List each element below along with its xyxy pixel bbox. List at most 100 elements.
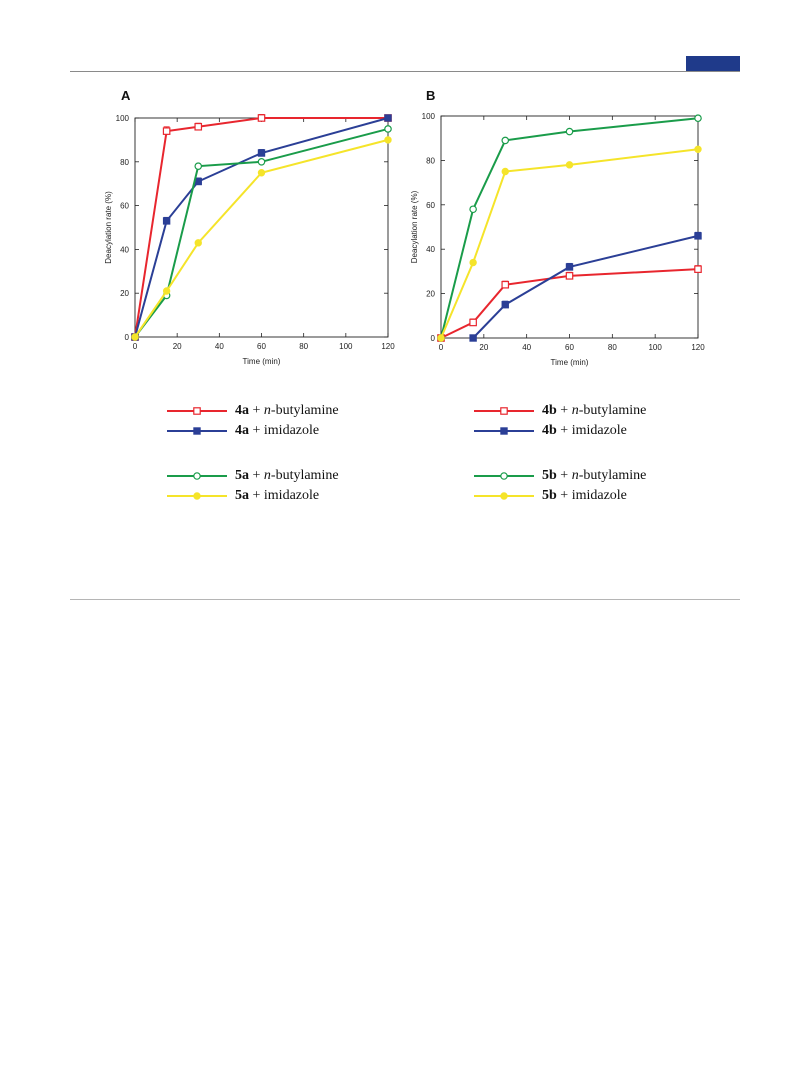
data-point (565, 161, 574, 169)
legend-label: 5b + imidazole (542, 488, 627, 504)
legend-reagent-prefix: + imidazole (249, 423, 320, 438)
data-point (437, 334, 445, 342)
legend-entry: 5a + n-butylamine (167, 468, 339, 484)
legend-reagent-prefix: + imidazole (249, 488, 320, 503)
legend-swatch (167, 405, 227, 417)
y-tick-label: 40 (120, 245, 129, 254)
series-5a-2 (131, 125, 392, 341)
legend-reagent-suffix: -butylamine (270, 403, 339, 418)
legend-reagent-italic: n (571, 468, 579, 483)
legend-reagent-suffix: -butylamine (578, 403, 647, 418)
y-axis-label: Deacylation rate (%) (410, 190, 419, 263)
legend-swatch (167, 425, 227, 437)
data-point (162, 287, 171, 295)
series-5a-3 (131, 136, 392, 341)
x-axis-label: Time (min) (551, 358, 589, 367)
data-point (194, 239, 202, 247)
legend-compound: 5a (235, 488, 249, 503)
legend-compound: 4a (235, 423, 249, 438)
data-point (384, 136, 392, 144)
legend-compound: 4b (542, 403, 557, 418)
legend-swatch (167, 490, 227, 502)
legend-marker (500, 472, 508, 480)
data-point (501, 167, 509, 176)
x-tick-label: 0 (133, 342, 138, 351)
legend-reagent-prefix: + (249, 403, 264, 418)
legend-entry: 4a + n-butylamine (167, 403, 339, 419)
y-tick-label: 40 (426, 245, 435, 254)
chart-a: 0 20 40 60 80 100 120 0 20 40 60 80 100 Time (min) Dea… (104, 114, 395, 366)
legend-label: 5a + imidazole (235, 488, 319, 504)
legend-swatch (167, 470, 227, 482)
legend-compound: 4a (235, 403, 249, 418)
x-tick-label: 40 (215, 342, 224, 351)
data-point (194, 162, 203, 170)
legend-label: 5a + n-butylamine (235, 468, 339, 484)
data-point (565, 127, 574, 136)
data-point (257, 114, 266, 122)
legend-reagent-italic: n (263, 468, 271, 483)
legend-reagent-italic: n (263, 403, 271, 418)
chart-b: 0 20 40 60 80 100 120 0 20 40 60 80 100 Time (min) Dea… (410, 112, 705, 367)
data-point (501, 301, 509, 309)
x-tick-label: 80 (608, 343, 617, 352)
x-tick-label: 100 (648, 343, 662, 352)
x-tick-label: 120 (691, 343, 705, 352)
data-point (469, 334, 477, 342)
y-tick-label: 60 (426, 201, 435, 210)
legend-label: 4a + imidazole (235, 423, 319, 439)
legend-reagent-italic: n (571, 403, 579, 418)
legend-reagent-suffix: -butylamine (578, 468, 647, 483)
legend-reagent-suffix: -butylamine (270, 468, 339, 483)
data-point (257, 149, 266, 157)
legend-entry: 4b + imidazole (474, 423, 627, 439)
x-tick-label: 40 (522, 343, 531, 352)
x-tick-label: 60 (257, 342, 266, 351)
legend-marker (193, 427, 201, 435)
legend-entry: 5a + imidazole (167, 488, 319, 504)
legend-reagent-prefix: + (556, 468, 572, 483)
legend-entry: 5b + n-butylamine (474, 468, 646, 484)
legend-marker (500, 492, 508, 500)
legend-label: 4a + n-butylamine (235, 403, 339, 419)
data-point (501, 280, 510, 289)
series-line (472, 234, 699, 339)
legend-entry: 4a + imidazole (167, 423, 319, 439)
series-line (440, 148, 699, 339)
legend-reagent-prefix: + imidazole (556, 423, 627, 438)
data-point (162, 127, 171, 135)
data-point (501, 136, 510, 145)
legend-entry: 4b + n-butylamine (474, 403, 646, 419)
data-point (694, 232, 702, 240)
plot-frame (440, 115, 699, 339)
legend-compound: 5a (235, 468, 249, 483)
x-tick-label: 60 (565, 343, 574, 352)
y-tick-label: 20 (426, 290, 435, 299)
data-point (469, 258, 477, 267)
legend-swatch (474, 470, 534, 482)
data-point (131, 333, 139, 341)
legend-compound: 4b (542, 423, 557, 438)
y-tick-label: 0 (125, 333, 130, 342)
x-axis-label: Time (min) (243, 357, 281, 366)
series-line (440, 117, 699, 339)
header-accent-tab (686, 56, 740, 71)
legend-label: 4b + imidazole (542, 423, 627, 439)
legend-swatch (474, 405, 534, 417)
section-divider (70, 599, 740, 600)
x-tick-label: 20 (173, 342, 182, 351)
data-point (194, 122, 203, 131)
legend-compound: 5b (542, 468, 557, 483)
x-tick-label: 20 (479, 343, 488, 352)
series-4b-1 (469, 231, 702, 342)
data-point (565, 263, 574, 271)
y-tick-label: 20 (120, 289, 129, 298)
legend-marker (500, 427, 508, 435)
legend-reagent-prefix: + imidazole (556, 488, 627, 503)
data-point (384, 125, 392, 133)
x-tick-label: 120 (381, 342, 395, 351)
legend-label: 4b + n-butylamine (542, 403, 646, 419)
data-point (469, 205, 477, 214)
y-tick-label: 0 (431, 334, 436, 343)
legend-compound: 5b (542, 488, 557, 503)
